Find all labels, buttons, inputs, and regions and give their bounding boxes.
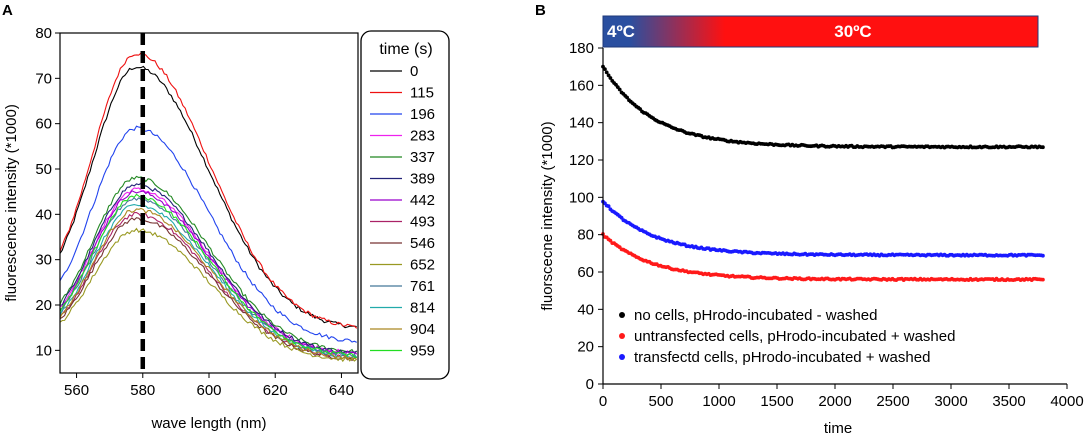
x-tick-label: 2500 xyxy=(876,393,909,410)
legend-label: 761 xyxy=(410,278,435,295)
y-tick-label: 60 xyxy=(35,116,52,133)
x-tick-label: 4000 xyxy=(1050,393,1083,410)
y-tick-label: 0 xyxy=(586,376,594,393)
spectrum-line-389 xyxy=(59,182,357,354)
cold-temperature-label: 4ºC xyxy=(607,22,635,41)
spectrum-line-904 xyxy=(59,207,357,360)
data-point xyxy=(617,87,622,92)
legend-label: transfectd cells, pHrodo-incubated + was… xyxy=(634,349,930,366)
y-tick-label: 160 xyxy=(569,77,594,94)
y-tick-label: 180 xyxy=(569,40,594,57)
x-tick-label: 2000 xyxy=(818,393,851,410)
y-tick-label: 40 xyxy=(577,301,594,318)
y-tick-label: 60 xyxy=(577,264,594,281)
x-tick-label: 3000 xyxy=(934,393,967,410)
y-tick-label: 80 xyxy=(577,227,594,244)
legend-items: 0 115 196 283 337 389 442 493 546 652 761 814 904 959 xyxy=(370,63,435,360)
y-tick-label: 70 xyxy=(35,70,52,87)
panel-a-y-axis-title: fluorescence intensity (*1000) xyxy=(3,104,20,302)
panel-a-label: A xyxy=(2,2,13,19)
data-point xyxy=(608,76,613,80)
panel-a-plot-area xyxy=(59,33,358,373)
series-points-1 xyxy=(601,232,1045,283)
panel-a: A 560 580 600 620 640 10 20 30 40 50 60 70 80 wave … xyxy=(2,2,450,432)
spectrum-line-546 xyxy=(59,217,357,362)
x-tick-label: 0 xyxy=(599,393,607,410)
panel-a-x-ticks: 560 580 600 620 640 xyxy=(64,373,354,399)
spectrum-line-652 xyxy=(59,227,358,363)
x-tick-label: 640 xyxy=(329,382,354,399)
y-tick-label: 100 xyxy=(569,189,594,206)
panel-b: B 4ºC 30ºC 0 500 1000 1500 2000 2500 3000 3500 4… xyxy=(535,2,1084,437)
panel-b-legend: no cells, pHrodo-incubated - washed untra… xyxy=(619,307,955,366)
y-tick-label: 30 xyxy=(35,252,52,269)
warm-temperature-label: 30ºC xyxy=(834,22,871,41)
panel-a-x-axis-title: wave length (nm) xyxy=(150,415,266,432)
legend-label: 904 xyxy=(410,321,435,338)
panel-a-y-ticks: 10 20 30 40 50 60 70 80 xyxy=(35,25,60,359)
y-tick-label: 140 xyxy=(569,115,594,132)
x-tick-label: 500 xyxy=(648,393,673,410)
spectrum-line-0 xyxy=(59,65,357,329)
panel-a-legend: time (s) 0 115 196 283 337 389 442 493 546 652 761… xyxy=(360,30,450,380)
y-tick-label: 80 xyxy=(35,25,52,42)
data-point xyxy=(604,70,609,75)
legend-label: 389 xyxy=(410,171,435,188)
x-tick-label: 1500 xyxy=(760,393,793,410)
legend-label: 814 xyxy=(410,300,435,317)
legend-title: time (s) xyxy=(379,41,432,58)
x-tick-label: 580 xyxy=(130,382,155,399)
y-tick-label: 40 xyxy=(35,206,52,223)
x-tick-label: 620 xyxy=(263,382,288,399)
data-point xyxy=(606,204,611,209)
data-point xyxy=(1041,277,1045,282)
panel-a-axes-frame xyxy=(59,32,359,374)
x-tick-label: 560 xyxy=(64,382,89,399)
spectrum-line-959 xyxy=(59,193,357,358)
data-point xyxy=(1041,145,1045,150)
legend-label: 442 xyxy=(410,192,435,209)
spectrum-line-761 xyxy=(59,197,358,359)
spectrum-line-115 xyxy=(59,52,358,329)
series-points-2 xyxy=(601,199,1045,258)
panel-b-x-ticks: 0 500 1000 1500 2000 2500 3000 3500 4000 xyxy=(599,384,1084,410)
legend-label: untransfected cells, pHrodo-incubated + … xyxy=(634,328,955,345)
data-point xyxy=(625,95,629,100)
data-point xyxy=(603,67,607,71)
legend-label: 196 xyxy=(410,106,435,123)
legend-label: 0 xyxy=(410,63,418,80)
panel-b-y-axis-title: fluorscecne intensity (*1000) xyxy=(539,121,556,310)
panel-b-label: B xyxy=(535,2,546,19)
legend-label: 652 xyxy=(410,257,435,274)
legend-label: 337 xyxy=(410,149,435,166)
x-tick-label: 600 xyxy=(196,382,221,399)
x-tick-label: 3500 xyxy=(992,393,1025,410)
legend-label: 546 xyxy=(410,235,435,252)
legend-label: 283 xyxy=(410,128,435,145)
series-points-0 xyxy=(601,64,1045,150)
y-tick-label: 10 xyxy=(35,342,52,359)
data-point xyxy=(1041,253,1045,258)
temperature-band xyxy=(602,15,1039,48)
spectrum-line-493 xyxy=(59,211,358,360)
legend-box xyxy=(360,30,450,380)
legend-label: 493 xyxy=(410,214,435,231)
y-tick-label: 120 xyxy=(569,152,594,169)
spectrum-line-337 xyxy=(59,175,358,355)
legend-marker xyxy=(619,354,625,360)
panel-b-x-axis-title: time xyxy=(824,420,852,437)
legend-label: 115 xyxy=(410,85,434,102)
y-tick-label: 20 xyxy=(35,297,52,314)
spectrum-line-196 xyxy=(59,125,357,343)
legend-label: 959 xyxy=(410,343,435,360)
legend-marker xyxy=(619,312,625,318)
x-tick-label: 1000 xyxy=(702,393,735,410)
panel-b-y-ticks: 0 20 40 60 80 100 120 140 160 180 xyxy=(569,40,603,393)
y-tick-label: 20 xyxy=(577,339,594,356)
panel-b-plot-area xyxy=(601,64,1045,283)
legend-marker xyxy=(619,333,625,339)
legend-label: no cells, pHrodo-incubated - washed xyxy=(634,307,877,324)
y-tick-label: 50 xyxy=(35,161,52,178)
